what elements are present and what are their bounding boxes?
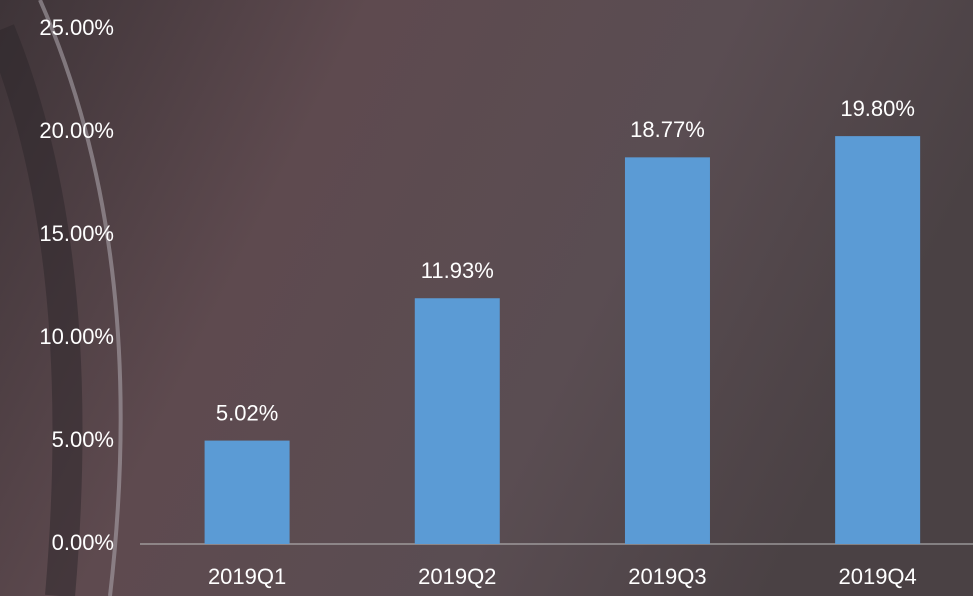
- value-label: 19.80%: [840, 96, 915, 121]
- x-tick-label: 2019Q3: [628, 564, 706, 589]
- x-tick-label: 2019Q4: [838, 564, 916, 589]
- bar: [204, 440, 290, 544]
- bar: [624, 157, 710, 544]
- y-tick-label: 25.00%: [39, 15, 114, 40]
- bar: [414, 298, 500, 544]
- value-label: 5.02%: [216, 400, 278, 425]
- y-tick-label: 15.00%: [39, 221, 114, 246]
- y-tick-label: 20.00%: [39, 118, 114, 143]
- y-tick-label: 0.00%: [52, 530, 114, 555]
- x-tick-label: 2019Q2: [418, 564, 496, 589]
- y-tick-label: 10.00%: [39, 324, 114, 349]
- decor-arc: [0, 24, 83, 596]
- bar: [835, 136, 921, 544]
- y-tick-label: 5.00%: [52, 427, 114, 452]
- decor-arc: [38, 0, 123, 596]
- x-tick-label: 2019Q1: [208, 564, 286, 589]
- value-label: 18.77%: [630, 117, 705, 142]
- value-label: 11.93%: [421, 258, 494, 283]
